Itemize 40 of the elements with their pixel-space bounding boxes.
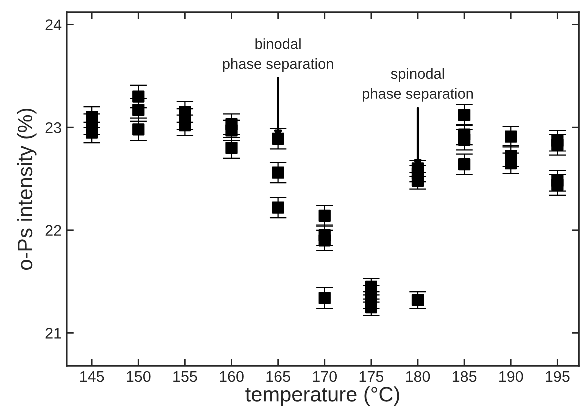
x-tick-label: 145	[80, 372, 104, 382]
point	[458, 109, 471, 122]
x-axis-title: temperature (°C)	[246, 386, 400, 406]
point	[272, 202, 284, 214]
point	[132, 90, 145, 103]
point	[318, 234, 331, 247]
point	[552, 179, 564, 192]
x-tick-label: 185	[452, 371, 477, 382]
point	[318, 292, 331, 304]
point	[458, 158, 471, 171]
point	[132, 104, 145, 116]
point	[458, 134, 471, 146]
point	[226, 142, 238, 154]
x-tick-label: 195	[546, 371, 570, 382]
point	[132, 124, 145, 136]
y-tick-label: 21	[46, 328, 62, 339]
annotation: binodal phase separation	[223, 38, 334, 72]
x-tick-label: 180	[406, 371, 430, 382]
annotation: spinodal phase separation	[362, 68, 473, 102]
x-tick-label: 170	[313, 371, 338, 382]
x-tick-label: 155	[174, 372, 198, 382]
x-tick-label: 165	[266, 371, 290, 382]
y-tick-label: 23	[46, 122, 62, 134]
y-tick-label: 22	[46, 225, 62, 236]
point	[272, 166, 284, 179]
point	[412, 294, 424, 306]
point	[552, 139, 564, 152]
x-tick-label: 160	[220, 371, 244, 382]
point	[226, 124, 238, 137]
y-tick-label: 24	[46, 20, 62, 30]
y-axis-title: o-Ps intensity (%)	[17, 108, 37, 270]
point	[505, 130, 518, 143]
x-tick-label: 175	[360, 372, 384, 382]
point	[179, 119, 192, 132]
point	[318, 210, 331, 222]
point	[272, 132, 284, 145]
x-tick-label: 150	[127, 371, 151, 382]
x-tick-label: 190	[500, 371, 524, 382]
point	[86, 126, 98, 139]
point	[505, 158, 518, 170]
